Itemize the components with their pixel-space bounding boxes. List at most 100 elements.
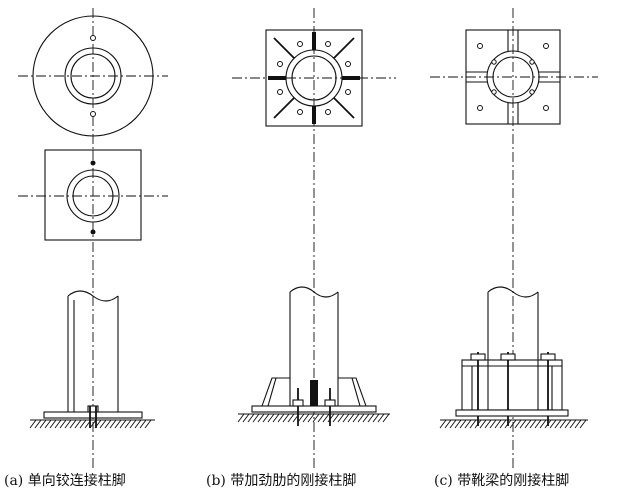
hatch-line [357,413,365,423]
left-stiffener [261,377,290,407]
hatch-line [549,419,557,429]
stiffener [268,76,286,80]
hatch-line [237,413,245,423]
caption-a: (a) 单向铰连接柱脚 [4,473,126,489]
column-break [67,290,119,302]
diagonal-stiffener [273,37,295,59]
nut [470,353,486,361]
hatch-line [29,419,37,429]
hatch-line [372,413,380,423]
anchor-hole [297,41,303,47]
hatch-line [242,413,250,423]
panel-b-elevation [237,286,390,426]
hatch-line [544,419,552,429]
hatch-line [337,413,345,423]
anchor-bolt [90,160,96,166]
hatch-line [464,419,472,429]
hatch-line [529,419,537,429]
stiffener-edge [351,377,361,407]
hatch-line [579,419,587,429]
hatch-line [317,413,325,423]
hatch-line [524,419,532,429]
stiffener [312,106,316,124]
anchor-hole [325,41,331,47]
hatch-line [484,419,492,429]
hatch-line [69,419,77,429]
panel-a-elevation [29,290,155,429]
hatch-line [49,419,57,429]
hatch-line [564,419,572,429]
diagonal-stiffener [273,97,295,119]
hatch-line [509,419,517,429]
panel-c [430,8,598,470]
diagonal-stiffener [333,37,355,59]
nut [87,405,99,413]
anchor-hole [477,105,483,111]
hatch-line [272,413,280,423]
hatch-line [444,419,452,429]
hatch-line [34,419,42,429]
hatch-line [574,419,582,429]
hatch-line [139,419,147,429]
stiffener [342,76,360,80]
hatch-line [367,413,375,423]
hatch-line [469,419,477,429]
hatch-line [499,419,507,429]
hatch-line [459,419,467,429]
hatch-line [454,419,462,429]
hatch-line [74,419,82,429]
column-break [487,286,539,298]
hatch-line [129,419,137,429]
hatch-line [287,413,295,423]
hatch-line [39,419,47,429]
diagonal-stiffener [333,97,355,119]
hatch-line [554,419,562,429]
hatch-line [247,413,255,423]
hatch-line [44,419,52,429]
hatch-line [504,419,512,429]
nut [324,399,336,407]
hatch-line [84,419,92,429]
column-break [289,286,339,298]
hatch-line [94,419,102,429]
anchor-hole [543,105,549,111]
panel-c-top-view [430,8,598,470]
hatch-line [79,419,87,429]
caption-c: (c) 带靴梁的刚接柱脚 [434,473,570,489]
hatch-line [439,419,447,429]
nut [292,399,304,407]
hatch-line [322,413,330,423]
hatch-line [494,419,502,429]
hatch-line [474,419,482,429]
hatch-line [352,413,360,423]
hatch-line [534,419,542,429]
hatch-line [292,413,300,423]
hatch-line [282,413,290,423]
nut [500,353,516,361]
hatch-line [109,419,117,429]
hatch-line [114,419,122,429]
anchor-hole [345,89,351,95]
anchor-hole [90,111,96,117]
hatch-line [297,413,305,423]
hatch-line [89,419,97,429]
anchor-hole [491,59,497,65]
hatch-line [59,419,67,429]
hatch-line [119,419,127,429]
base-plate [455,409,569,417]
hatch-line [257,413,265,423]
anchor-bolt [90,229,96,235]
hatch-line [252,413,260,423]
anchor-hole [325,109,331,115]
hatch-line [449,419,457,429]
hatch-line [104,419,112,429]
ground-hatch [439,419,587,429]
anchor-hole [529,59,535,65]
hatch-line [144,419,152,429]
anchor-hole [277,61,283,67]
caption-b: (b) 带加劲肋的刚接柱脚 [206,473,357,489]
panel-a-mid-view [18,149,168,241]
center-stiffener [310,380,318,406]
panel-c-elevation [439,286,588,429]
hatch-line [559,419,567,429]
